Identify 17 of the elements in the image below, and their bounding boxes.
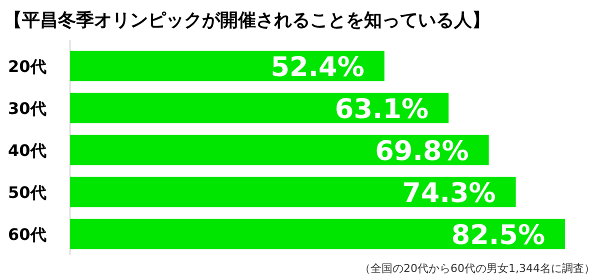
data-label: 63.1% <box>334 94 429 125</box>
y-tick-label: 60代 <box>8 225 46 244</box>
y-tick-label: 40代 <box>8 141 46 160</box>
bar <box>70 176 516 208</box>
data-label: 69.8% <box>375 136 469 167</box>
bar <box>70 218 565 250</box>
text: （全国の20代から60代の男女1,344名に調査） <box>360 262 595 275</box>
bar <box>70 134 489 166</box>
data-label: 52.4% <box>270 52 364 83</box>
data-label: 74.3% <box>402 178 496 209</box>
bar <box>70 92 449 124</box>
data-label: 82.5% <box>451 220 545 251</box>
bar <box>70 50 384 82</box>
chart-title: 【平昌冬季オリンピックが開催されることを知っている人】 <box>4 10 490 31</box>
y-tick-label: 30代 <box>8 99 46 118</box>
y-tick-label: 20代 <box>8 57 46 76</box>
y-tick-label: 50代 <box>8 183 46 202</box>
